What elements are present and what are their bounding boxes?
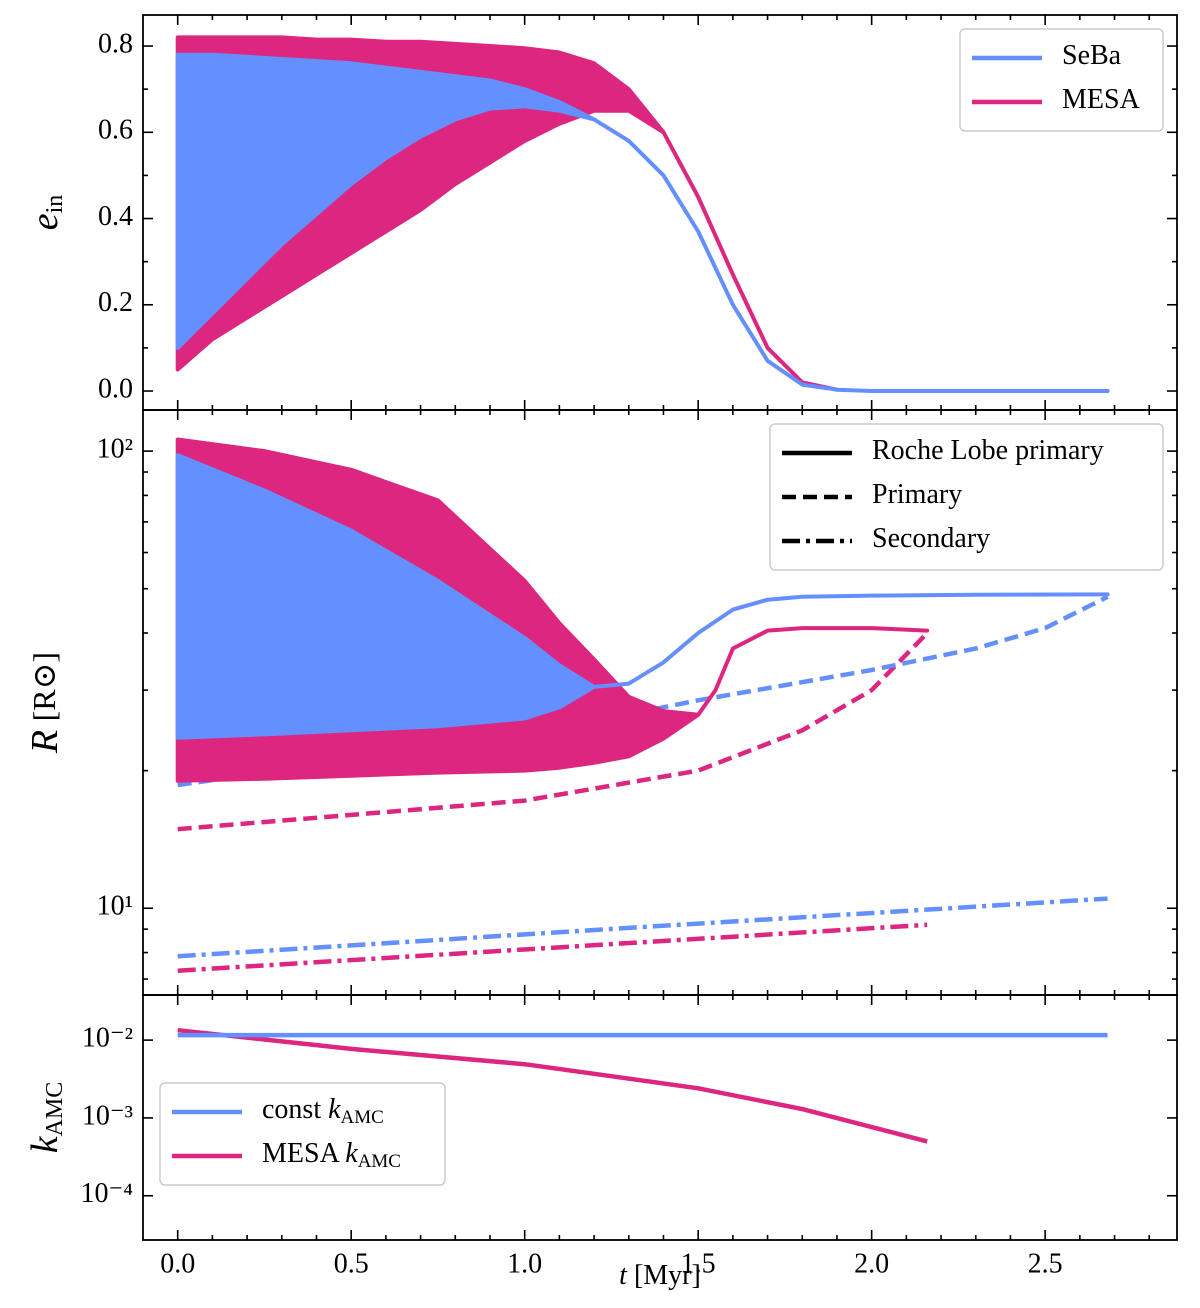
- y-axis-label: kAMC: [24, 1082, 68, 1154]
- y-tick-label: 0.0: [98, 373, 133, 404]
- x-tick-label: 0.0: [160, 1248, 195, 1279]
- plot-area: [177, 1027, 1108, 1144]
- x-axis-label: t [Myr]: [619, 1260, 701, 1291]
- plot-area: [175, 437, 1110, 973]
- y-tick-label: 10⁻⁴: [80, 1178, 133, 1209]
- line: [177, 1027, 928, 1144]
- y-tick-label: 10⁻³: [82, 1100, 133, 1131]
- y-tick-label: 10⁻²: [82, 1023, 133, 1054]
- panel: 0.0 0.5 1.0 1.5 2.0 2.5 10⁻⁴ 10⁻³ 10⁻² kAMC t [Myr…: [24, 994, 1178, 1291]
- panel: 10¹ 10² R [R⊙] Roche Lobe primary Primary Sec…: [24, 409, 1178, 996]
- y-tick-label: 10²: [97, 434, 133, 465]
- legend: const kAMC MESA kAMC: [159, 1082, 446, 1186]
- legend-box: [159, 1082, 446, 1186]
- legend-label: Primary: [872, 479, 962, 510]
- y-tick-label: 0.2: [98, 287, 133, 318]
- legend-label: MESA kAMC: [262, 1138, 401, 1172]
- x-tick-label: 2.5: [1028, 1248, 1063, 1279]
- legend: Roche Lobe primary Primary Secondary: [769, 423, 1164, 571]
- y-axis-label: R [R⊙]: [24, 652, 66, 754]
- line: [177, 631, 929, 832]
- x-tick-label: 1.5: [681, 1248, 716, 1279]
- line: [177, 896, 1108, 959]
- plot-area: [175, 35, 1110, 393]
- legend: SeBa MESA: [959, 28, 1164, 132]
- legend-box: [769, 423, 1164, 571]
- line: [177, 594, 1109, 788]
- legend-box: [959, 28, 1164, 132]
- legend-label: MESA: [1062, 84, 1141, 115]
- x-tick-label: 0.5: [334, 1248, 369, 1279]
- band: [175, 52, 1110, 393]
- y-axis-label: ein: [24, 195, 68, 231]
- band: [175, 453, 1110, 740]
- panel: 0.0 0.2 0.4 0.6 0.8 ein SeBa MESA: [24, 14, 1178, 411]
- y-tick-label: 0.4: [98, 201, 133, 232]
- y-tick-label: 0.8: [98, 28, 133, 59]
- x-tick-label: 2.0: [854, 1248, 889, 1279]
- legend-label: Secondary: [872, 523, 990, 554]
- legend-label: SeBa: [1062, 40, 1122, 71]
- legend-label: Roche Lobe primary: [872, 435, 1104, 466]
- y-tick-label: 0.6: [98, 115, 133, 146]
- line: [177, 922, 928, 973]
- x-tick-label: 1.0: [507, 1248, 542, 1279]
- legend-label: const kAMC: [262, 1094, 384, 1128]
- y-tick-label: 10¹: [97, 891, 133, 922]
